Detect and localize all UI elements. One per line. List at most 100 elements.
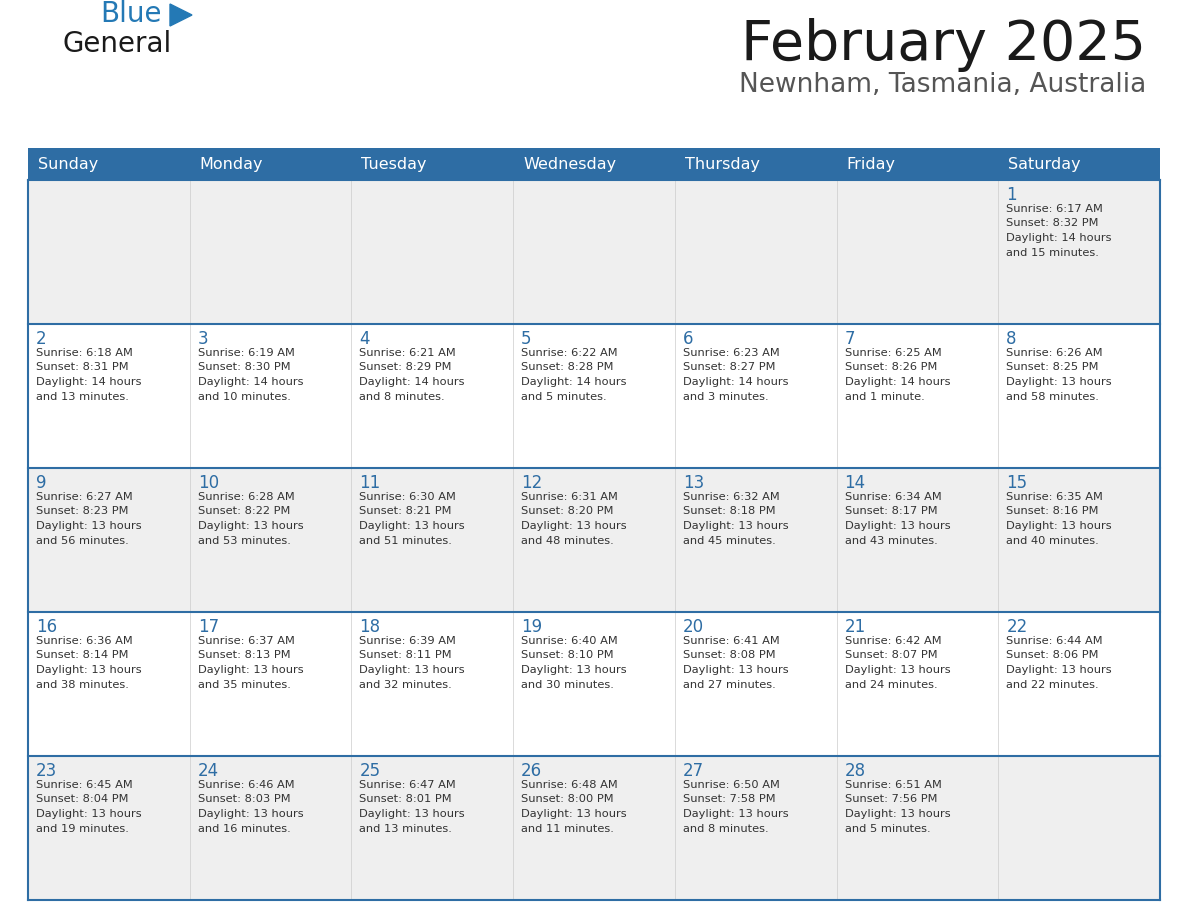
Text: 16: 16 [36, 618, 57, 636]
Text: Sunrise: 6:40 AM: Sunrise: 6:40 AM [522, 636, 618, 646]
Text: Sunday: Sunday [38, 156, 99, 172]
Text: Sunset: 8:32 PM: Sunset: 8:32 PM [1006, 218, 1099, 229]
Text: and 10 minutes.: and 10 minutes. [197, 391, 291, 401]
Text: and 11 minutes.: and 11 minutes. [522, 823, 614, 834]
Text: and 30 minutes.: and 30 minutes. [522, 679, 614, 689]
Text: Sunrise: 6:17 AM: Sunrise: 6:17 AM [1006, 204, 1104, 214]
Text: Thursday: Thursday [684, 156, 760, 172]
Text: Daylight: 13 hours: Daylight: 13 hours [845, 665, 950, 675]
Text: 20: 20 [683, 618, 704, 636]
Text: and 3 minutes.: and 3 minutes. [683, 391, 769, 401]
Text: Sunrise: 6:19 AM: Sunrise: 6:19 AM [197, 348, 295, 358]
Text: Daylight: 13 hours: Daylight: 13 hours [1006, 665, 1112, 675]
Text: Sunrise: 6:48 AM: Sunrise: 6:48 AM [522, 780, 618, 790]
Text: and 51 minutes.: and 51 minutes. [360, 535, 453, 545]
Text: and 43 minutes.: and 43 minutes. [845, 535, 937, 545]
Text: and 58 minutes.: and 58 minutes. [1006, 391, 1099, 401]
Text: 27: 27 [683, 762, 704, 780]
Text: Sunset: 8:07 PM: Sunset: 8:07 PM [845, 651, 937, 660]
Text: Sunset: 7:56 PM: Sunset: 7:56 PM [845, 794, 937, 804]
Text: Sunrise: 6:28 AM: Sunrise: 6:28 AM [197, 492, 295, 502]
Text: and 16 minutes.: and 16 minutes. [197, 823, 290, 834]
Text: Daylight: 13 hours: Daylight: 13 hours [360, 809, 465, 819]
Text: Daylight: 13 hours: Daylight: 13 hours [522, 521, 627, 531]
Text: and 19 minutes.: and 19 minutes. [36, 823, 128, 834]
Text: Monday: Monday [200, 156, 264, 172]
Text: 1: 1 [1006, 186, 1017, 204]
Text: Daylight: 14 hours: Daylight: 14 hours [1006, 233, 1112, 243]
Text: Sunset: 8:26 PM: Sunset: 8:26 PM [845, 363, 937, 373]
Text: Sunrise: 6:26 AM: Sunrise: 6:26 AM [1006, 348, 1102, 358]
Text: and 24 minutes.: and 24 minutes. [845, 679, 937, 689]
Text: Sunset: 8:08 PM: Sunset: 8:08 PM [683, 651, 776, 660]
Text: Daylight: 13 hours: Daylight: 13 hours [1006, 521, 1112, 531]
Text: Sunrise: 6:44 AM: Sunrise: 6:44 AM [1006, 636, 1102, 646]
Text: 4: 4 [360, 330, 369, 348]
Text: Daylight: 13 hours: Daylight: 13 hours [683, 809, 789, 819]
Text: 15: 15 [1006, 474, 1028, 492]
Text: Daylight: 13 hours: Daylight: 13 hours [845, 809, 950, 819]
Text: Sunrise: 6:27 AM: Sunrise: 6:27 AM [36, 492, 133, 502]
Text: Sunrise: 6:41 AM: Sunrise: 6:41 AM [683, 636, 779, 646]
Text: 19: 19 [522, 618, 542, 636]
Text: Daylight: 13 hours: Daylight: 13 hours [1006, 377, 1112, 387]
Text: and 53 minutes.: and 53 minutes. [197, 535, 291, 545]
Text: Daylight: 13 hours: Daylight: 13 hours [197, 809, 303, 819]
Text: Sunrise: 6:35 AM: Sunrise: 6:35 AM [1006, 492, 1104, 502]
Text: 26: 26 [522, 762, 542, 780]
Text: Tuesday: Tuesday [361, 156, 426, 172]
Text: Sunrise: 6:51 AM: Sunrise: 6:51 AM [845, 780, 941, 790]
Text: Sunset: 8:04 PM: Sunset: 8:04 PM [36, 794, 128, 804]
Text: Sunset: 8:00 PM: Sunset: 8:00 PM [522, 794, 614, 804]
Text: 17: 17 [197, 618, 219, 636]
Text: 22: 22 [1006, 618, 1028, 636]
Text: and 48 minutes.: and 48 minutes. [522, 535, 614, 545]
Text: Sunset: 8:20 PM: Sunset: 8:20 PM [522, 507, 614, 517]
Text: and 38 minutes.: and 38 minutes. [36, 679, 128, 689]
Text: Sunset: 8:16 PM: Sunset: 8:16 PM [1006, 507, 1099, 517]
Text: Sunset: 8:27 PM: Sunset: 8:27 PM [683, 363, 776, 373]
Bar [29, 324, 1159, 468]
Text: and 45 minutes.: and 45 minutes. [683, 535, 776, 545]
Text: Sunset: 8:30 PM: Sunset: 8:30 PM [197, 363, 290, 373]
Text: Sunset: 8:03 PM: Sunset: 8:03 PM [197, 794, 290, 804]
Text: Sunrise: 6:42 AM: Sunrise: 6:42 AM [845, 636, 941, 646]
Text: Sunset: 8:01 PM: Sunset: 8:01 PM [360, 794, 453, 804]
Text: Daylight: 13 hours: Daylight: 13 hours [360, 521, 465, 531]
Text: and 56 minutes.: and 56 minutes. [36, 535, 128, 545]
Text: Daylight: 14 hours: Daylight: 14 hours [197, 377, 303, 387]
Text: Sunrise: 6:25 AM: Sunrise: 6:25 AM [845, 348, 941, 358]
Text: and 1 minute.: and 1 minute. [845, 391, 924, 401]
Text: Sunset: 8:22 PM: Sunset: 8:22 PM [197, 507, 290, 517]
Text: Newnham, Tasmania, Australia: Newnham, Tasmania, Australia [739, 72, 1146, 98]
Text: Wednesday: Wednesday [523, 156, 617, 172]
Text: and 15 minutes.: and 15 minutes. [1006, 248, 1099, 258]
Text: Sunset: 8:17 PM: Sunset: 8:17 PM [845, 507, 937, 517]
Text: 3: 3 [197, 330, 208, 348]
Text: Sunset: 8:21 PM: Sunset: 8:21 PM [360, 507, 451, 517]
Text: 9: 9 [36, 474, 46, 492]
Text: 6: 6 [683, 330, 694, 348]
Text: Sunset: 8:25 PM: Sunset: 8:25 PM [1006, 363, 1099, 373]
Text: Saturday: Saturday [1009, 156, 1081, 172]
Text: Daylight: 13 hours: Daylight: 13 hours [36, 809, 141, 819]
Text: 8: 8 [1006, 330, 1017, 348]
Text: and 8 minutes.: and 8 minutes. [683, 823, 769, 834]
Text: Daylight: 13 hours: Daylight: 13 hours [683, 665, 789, 675]
Text: and 40 minutes.: and 40 minutes. [1006, 535, 1099, 545]
Text: Daylight: 14 hours: Daylight: 14 hours [36, 377, 141, 387]
Text: Sunrise: 6:34 AM: Sunrise: 6:34 AM [845, 492, 941, 502]
Text: Daylight: 13 hours: Daylight: 13 hours [683, 521, 789, 531]
Text: Sunrise: 6:37 AM: Sunrise: 6:37 AM [197, 636, 295, 646]
Text: Daylight: 13 hours: Daylight: 13 hours [522, 665, 627, 675]
Text: Sunset: 8:23 PM: Sunset: 8:23 PM [36, 507, 128, 517]
Text: February 2025: February 2025 [741, 18, 1146, 72]
Text: Sunset: 8:11 PM: Sunset: 8:11 PM [360, 651, 453, 660]
Text: 14: 14 [845, 474, 866, 492]
Text: Blue: Blue [100, 0, 162, 28]
Text: Daylight: 13 hours: Daylight: 13 hours [360, 665, 465, 675]
Text: Sunrise: 6:22 AM: Sunrise: 6:22 AM [522, 348, 618, 358]
Text: 25: 25 [360, 762, 380, 780]
Text: Daylight: 14 hours: Daylight: 14 hours [360, 377, 465, 387]
Text: and 32 minutes.: and 32 minutes. [360, 679, 453, 689]
